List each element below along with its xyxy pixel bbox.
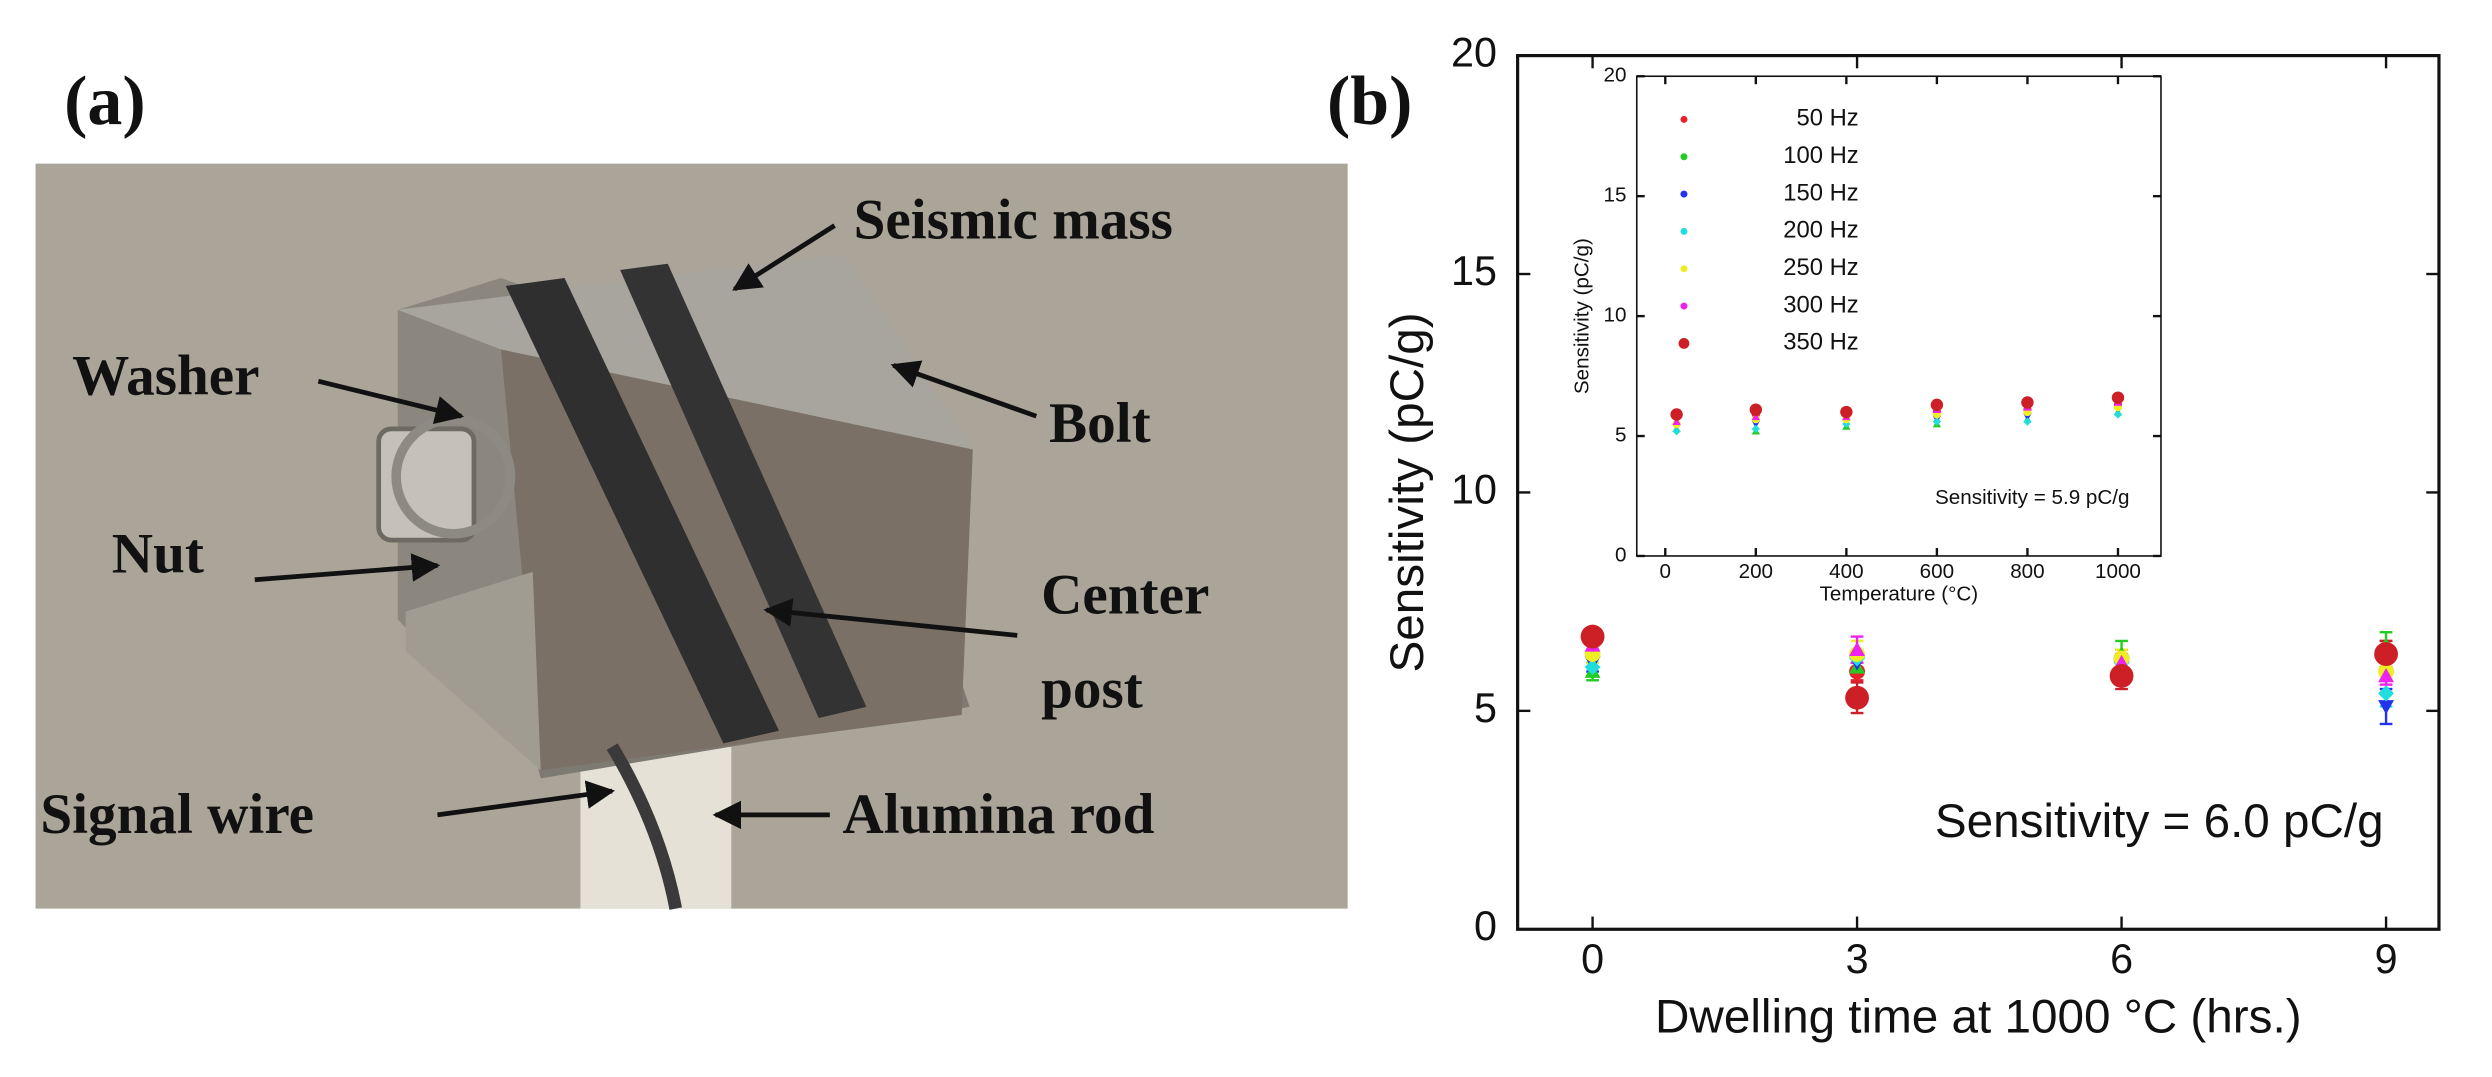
photo xyxy=(35,163,1348,910)
panel-label: (b) xyxy=(1327,63,1412,140)
marker xyxy=(1845,685,1869,710)
legend-marker xyxy=(1678,338,1690,349)
callout: Center xyxy=(1041,564,1209,627)
callout: post xyxy=(1041,657,1143,720)
marker xyxy=(1840,405,1853,419)
plot-background xyxy=(1636,76,2161,556)
marker xyxy=(1849,641,1866,657)
legend-label: 150 Hz xyxy=(1783,179,1858,206)
legend-label: 300 Hz xyxy=(1783,291,1858,318)
x-tick-label: 0 xyxy=(1581,936,1604,982)
marker xyxy=(1751,412,1760,421)
marker xyxy=(2021,396,2034,409)
marker xyxy=(1842,419,1851,429)
y-axis-label: Sensitivity (pC/g) xyxy=(1571,238,1594,394)
panel-a: (a) Seismic mass Washer Bolt Nut Center … xyxy=(35,63,1348,910)
x-tick-label: 0 xyxy=(1660,560,1671,583)
x-tick-label: 9 xyxy=(2375,936,2398,982)
legend-marker xyxy=(1680,227,1688,235)
legend-label: 200 Hz xyxy=(1783,217,1858,244)
annotation: Sensitivity = 6.0 pC/g xyxy=(1935,795,2384,848)
x-tick-label: 3 xyxy=(1846,936,1869,982)
legend-marker xyxy=(1680,265,1688,273)
legend-label: 50 Hz xyxy=(1796,105,1858,132)
marker xyxy=(1580,624,1605,649)
x-tick-label: 800 xyxy=(2010,560,2044,583)
legend-marker xyxy=(1680,190,1688,198)
legend-marker xyxy=(1680,115,1688,123)
legend-marker xyxy=(1680,302,1688,310)
marker xyxy=(1672,427,1681,436)
annotation: Sensitivity = 5.9 pC/g xyxy=(1935,486,2129,509)
x-axis-label: Temperature (°C) xyxy=(1820,583,1979,606)
callout: Signal wire xyxy=(40,783,314,846)
y-tick-label: 20 xyxy=(1451,30,1497,76)
callout: Alumina rod xyxy=(843,783,1155,846)
y-axis-label: Sensitivity (pC/g) xyxy=(1381,312,1434,672)
marker xyxy=(1749,403,1763,416)
callout: Washer xyxy=(72,344,259,407)
marker xyxy=(1670,408,1683,421)
callout: Seismic mass xyxy=(854,189,1173,252)
x-tick-label: 1000 xyxy=(2095,560,2141,583)
marker xyxy=(1672,417,1681,425)
y-tick-label: 5 xyxy=(1615,423,1626,446)
marker xyxy=(2378,700,2395,715)
x-tick-label: 400 xyxy=(1829,560,1863,583)
y-tick-label: 0 xyxy=(1615,543,1626,566)
y-tick-label: 0 xyxy=(1474,903,1497,949)
marker xyxy=(1584,659,1601,676)
x-tick-label: 600 xyxy=(1920,560,1954,583)
marker xyxy=(2374,642,2398,666)
marker xyxy=(2109,663,2134,688)
panel-label: (a) xyxy=(64,63,145,140)
marker xyxy=(2023,417,2032,426)
legend-label: 100 Hz xyxy=(1783,142,1858,169)
marker xyxy=(2378,685,2395,702)
legend-label: 250 Hz xyxy=(1783,254,1858,281)
callouts: Seismic mass Washer Bolt Nut Center post… xyxy=(40,189,1209,846)
callout: Nut xyxy=(112,522,204,585)
x-tick-label: 200 xyxy=(1739,560,1773,583)
y-tick-label: 15 xyxy=(1451,248,1497,294)
callout: Bolt xyxy=(1049,392,1151,455)
legend-marker xyxy=(1680,153,1688,161)
y-tick-label: 15 xyxy=(1603,184,1626,207)
y-tick-label: 20 xyxy=(1603,64,1626,87)
y-tick-label: 10 xyxy=(1451,466,1497,512)
arrows xyxy=(254,223,1038,830)
y-tick-label: 10 xyxy=(1603,304,1626,327)
x-tick-label: 6 xyxy=(2110,936,2133,982)
marker xyxy=(2378,667,2395,683)
marker xyxy=(2111,391,2125,404)
legend-label: 350 Hz xyxy=(1783,329,1858,356)
marker xyxy=(1930,398,1944,412)
x-axis-label: Dwelling time at 1000 °C (hrs.) xyxy=(1655,990,2302,1043)
y-tick-label: 5 xyxy=(1474,685,1497,731)
